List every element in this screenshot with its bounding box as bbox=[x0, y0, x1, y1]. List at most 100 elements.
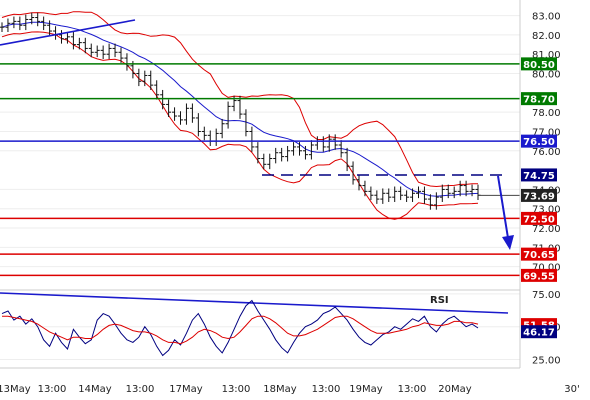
ohlc-bar bbox=[255, 142, 261, 164]
price-level-badge: 74.75 bbox=[521, 168, 557, 182]
ohlc-bar bbox=[172, 107, 178, 121]
price-tick-label: 76.00 bbox=[532, 147, 561, 158]
rsi-title: RSI bbox=[430, 295, 449, 306]
x-tick-label: 13:00 bbox=[312, 384, 341, 395]
ohlc-bar bbox=[398, 186, 404, 201]
ohlc-bar bbox=[237, 95, 243, 119]
ohlc-bar bbox=[17, 16, 23, 31]
uptrend-line bbox=[0, 19, 136, 46]
target-arrow bbox=[497, 175, 514, 250]
ohlc-bar bbox=[76, 37, 82, 50]
price-tick-label: 78.00 bbox=[532, 108, 561, 119]
price-level-label: 78.70 bbox=[523, 95, 555, 106]
trend-lines bbox=[0, 19, 136, 46]
x-tick-label: 14May bbox=[78, 384, 111, 395]
ohlc-bar bbox=[160, 89, 166, 110]
rsi-line bbox=[1, 299, 479, 357]
arrow-shaft bbox=[497, 175, 509, 239]
price-level-label: 73.69 bbox=[523, 191, 555, 202]
ohlc-bar bbox=[285, 145, 291, 162]
ohlc-bar bbox=[243, 109, 249, 137]
ohlc-bar bbox=[332, 134, 338, 150]
ohlc-bar bbox=[380, 188, 386, 204]
price-level-label: 70.65 bbox=[523, 250, 555, 261]
ohlc-bars bbox=[0, 12, 481, 210]
price-tick-label: 70.00 bbox=[532, 263, 561, 274]
price-levels bbox=[0, 63, 520, 277]
ohlc-bar bbox=[350, 161, 356, 185]
price-panel: 83.0082.0081.0080.0078.0077.0076.0074.00… bbox=[0, 11, 561, 282]
ohlc-bar bbox=[297, 142, 302, 156]
ohlc-bar bbox=[195, 113, 201, 137]
ohlc-bar bbox=[11, 16, 17, 29]
ohlc-bar bbox=[5, 18, 11, 33]
rsi-level-badge: 46.17 bbox=[521, 325, 557, 339]
ohlc-bar bbox=[451, 186, 457, 199]
ohlc-bar bbox=[404, 190, 410, 202]
ohlc-bar bbox=[225, 101, 231, 129]
ohlc-bar bbox=[356, 174, 362, 191]
price-tick-label: 81.00 bbox=[532, 50, 561, 61]
ohlc-bar bbox=[106, 43, 112, 60]
rsi-level-badges: 51.5846.17 bbox=[521, 318, 557, 339]
price-level-badge: 80.50 bbox=[521, 57, 557, 71]
ohlc-bar bbox=[338, 140, 344, 158]
ohlc-bar bbox=[88, 43, 94, 58]
price-tick-label: 72.00 bbox=[532, 224, 561, 235]
x-tick-label: 13May bbox=[0, 384, 31, 395]
ohlc-bar bbox=[386, 188, 392, 202]
price-level-badge: 78.70 bbox=[521, 92, 557, 106]
ohlc-bar bbox=[0, 22, 5, 33]
x-tick-label: 13:00 bbox=[222, 384, 251, 395]
x-tick-label: 13:00 bbox=[126, 384, 155, 395]
price-level-badge: 76.50 bbox=[521, 134, 557, 148]
price-level-label: 80.50 bbox=[523, 60, 555, 71]
ohlc-bar bbox=[249, 126, 255, 152]
rsi-average-line bbox=[2, 315, 479, 345]
price-level-badge: 69.55 bbox=[521, 268, 557, 282]
x-tick-label: 13:00 bbox=[38, 384, 67, 395]
ohlc-bar bbox=[279, 147, 285, 162]
ohlc-bar bbox=[410, 188, 416, 202]
rsi-level-label: 46.17 bbox=[523, 328, 555, 339]
x-tick-label: 19May bbox=[349, 384, 382, 395]
rsi-trend-line bbox=[0, 292, 509, 314]
x-tick-label: 20May bbox=[438, 384, 471, 395]
ohlc-bar bbox=[416, 186, 421, 199]
ohlc-bar bbox=[118, 47, 124, 63]
ohlc-bar bbox=[136, 68, 142, 87]
ohlc-bar bbox=[23, 14, 29, 31]
price-level-badges: 80.50 78.70 76.50 74.75 73.69 72.50 70.65 69.55 bbox=[521, 57, 557, 282]
x-axis-unit: 30' bbox=[564, 384, 579, 395]
rsi-tick-label: 75.00 bbox=[532, 290, 561, 301]
price-level-badge: 70.65 bbox=[521, 247, 557, 261]
rsi-gridlines bbox=[0, 293, 520, 360]
price-tick-label: 73.00 bbox=[532, 205, 561, 216]
ohlc-bar bbox=[344, 147, 350, 172]
ohlc-bar bbox=[112, 43, 118, 58]
ohlc-bar bbox=[457, 180, 463, 197]
ohlc-bar bbox=[100, 45, 106, 60]
ohlc-bar bbox=[267, 153, 273, 170]
ohlc-bar bbox=[445, 184, 451, 199]
x-tick-label: 13:00 bbox=[398, 384, 427, 395]
ohlc-bar bbox=[82, 37, 88, 54]
price-tick-label: 82.00 bbox=[532, 31, 561, 42]
x-tick-label: 18May bbox=[263, 384, 296, 395]
ohlc-bar bbox=[308, 140, 314, 160]
price-level-badge: 73.69 bbox=[521, 188, 557, 202]
ohlc-bar bbox=[433, 192, 439, 210]
ohlc-bar bbox=[47, 20, 53, 36]
price-tick-label: 83.00 bbox=[532, 12, 561, 23]
ohlc-bar bbox=[142, 70, 148, 87]
ohlc-bar bbox=[469, 184, 475, 197]
price-level-label: 76.50 bbox=[523, 137, 555, 148]
ohlc-bar bbox=[291, 142, 297, 156]
ohlc-bar bbox=[421, 186, 427, 204]
ohlc-bar bbox=[439, 184, 445, 202]
ohlc-bar bbox=[183, 103, 189, 125]
ohlc-bar bbox=[261, 153, 267, 170]
price-tick-label: 80.00 bbox=[532, 70, 561, 81]
ohlc-bar bbox=[166, 99, 172, 117]
